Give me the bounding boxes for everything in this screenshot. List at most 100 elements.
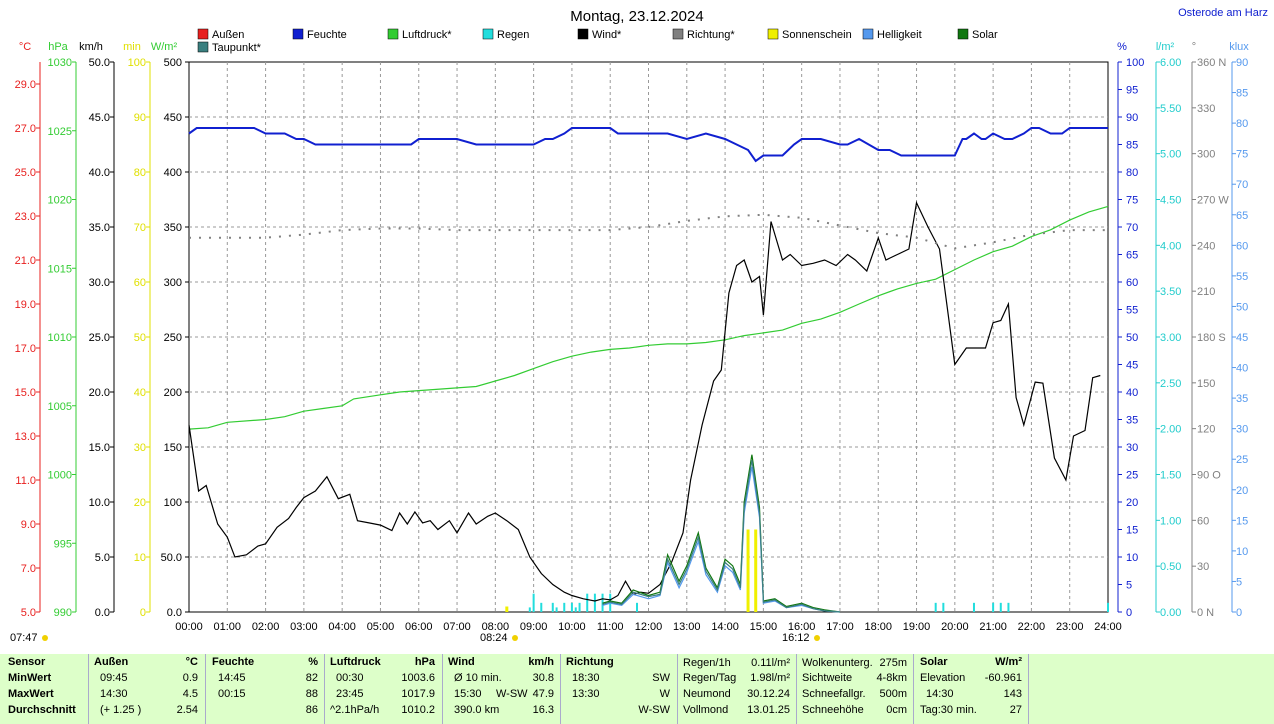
y-tick-label: 15.0: [15, 387, 36, 399]
y-tick-label: 1005: [48, 401, 72, 413]
y-tick-label: 5.00: [1160, 149, 1181, 161]
y-tick-label: 40: [1236, 363, 1248, 375]
y-tick-label: 40: [134, 387, 146, 399]
bar-sonnenschein: [505, 606, 509, 612]
axis-unit: °C: [19, 41, 31, 53]
y-tick-label: 300: [164, 277, 182, 289]
y-tick-label: 70: [1126, 222, 1138, 234]
y-tick-label: 3.00: [1160, 332, 1181, 344]
y-tick-label: 60: [1126, 277, 1138, 289]
axis-unit: °: [1192, 41, 1196, 53]
legend-label: Luftdruck*: [402, 29, 452, 41]
weather-chart: Montag, 23.12.2024 Osterode am Harz AußenT…: [10, 7, 1268, 644]
y-tick-label: 1030: [48, 57, 72, 69]
y-tick-label: 0: [140, 607, 146, 619]
y-tick-label: 19.0: [15, 299, 36, 311]
stats-dir: W-SW: [496, 688, 528, 700]
stats-label: Elevation: [920, 672, 966, 684]
stats-value: 500m: [879, 688, 907, 700]
y-tick-label: 10: [134, 552, 146, 564]
y-tick-label: 50: [1126, 332, 1138, 344]
x-tick-label: 11:00: [597, 621, 624, 633]
y-tick-label: 80: [1236, 118, 1248, 130]
stats-sensor-col: Sensor MinWert MaxWert Durchschnitt: [8, 654, 78, 718]
stats-time: 390.0 km: [454, 704, 500, 716]
legend-label: Taupunkt*: [212, 42, 262, 54]
legend-label: Regen: [497, 29, 529, 41]
stats-time: 13:30: [572, 688, 600, 700]
y-tick-label: 5.0: [21, 607, 36, 619]
bar-regen: [999, 602, 1002, 612]
stats-solar-col: Solar W/m² Elevation -60.961 14:30 143 Tag:…: [920, 654, 1022, 718]
stats-unit: km/h: [528, 656, 554, 668]
y-tick-label: 20: [1236, 485, 1248, 497]
stats-value: 1010.2: [401, 704, 435, 716]
y-tick-label: 360 N: [1197, 57, 1226, 69]
y-tick-label: 75: [1126, 195, 1138, 207]
y-tick-label: 70: [134, 222, 146, 234]
stats-value: 47.9: [532, 688, 554, 700]
stats-value: -60.961: [984, 672, 1022, 684]
stats-wolken-col: Wolkenunterg. 275m Sichtweite 4-8km Schnee…: [802, 654, 907, 718]
series-richtung: [189, 213, 1108, 250]
legend-label: Sonnenschein: [782, 29, 852, 41]
legend-swatch: [957, 28, 969, 40]
y-tick-label: 60: [1197, 515, 1209, 527]
legend-label: Feuchte: [307, 29, 347, 41]
bar-sonnenschein: [754, 529, 758, 612]
y-tick-label: 15: [1236, 515, 1248, 527]
stats-label: 14:30: [926, 688, 954, 700]
x-tick-label: 21:00: [979, 621, 1007, 633]
y-tick-label: 4.00: [1160, 240, 1181, 252]
stats-header: Solar: [920, 656, 948, 668]
y-tick-label: 20: [134, 497, 146, 509]
y-tick-label: 65: [1126, 250, 1138, 262]
y-tick-label: 1000: [48, 470, 72, 482]
axis-unit: %: [1117, 41, 1127, 53]
stats-row-label: MaxWert: [8, 688, 54, 700]
y-tick-label: 7.0: [21, 563, 36, 575]
y-tick-label: 100: [164, 497, 182, 509]
y-tick-label: 5.50: [1160, 103, 1181, 115]
y-tick-label: 500: [164, 57, 182, 69]
x-tick-label: 05:00: [367, 621, 395, 633]
bar-regen: [570, 602, 573, 612]
x-tick-label: 16:00: [788, 621, 816, 633]
y-tick-label: 55: [1236, 271, 1248, 283]
y-tick-label: 10: [1236, 546, 1248, 558]
stats-value: W: [659, 688, 670, 700]
bar-regen: [934, 602, 937, 612]
y-tick-label: 6.00: [1160, 57, 1181, 69]
x-tick-label: 19:00: [903, 621, 931, 633]
stats-value: SW: [652, 672, 670, 684]
legend-label: Außen: [212, 29, 244, 41]
stats-value: 1003.6: [401, 672, 435, 684]
y-tick-label: 27.0: [15, 123, 36, 135]
y-tick-label: 90 O: [1197, 470, 1221, 482]
axis-unit: min: [123, 41, 141, 53]
bar-regen: [563, 602, 566, 612]
y-tick-label: 10.0: [89, 497, 110, 509]
y-tick-label: 29.0: [15, 79, 36, 91]
bar-regen: [593, 593, 596, 612]
stats-value: 275m: [879, 657, 907, 669]
y-tick-label: 30: [1197, 561, 1209, 573]
stats-value: 0.9: [182, 672, 198, 684]
stats-row-label: Durchschnitt: [8, 704, 76, 716]
x-tick-label: 18:00: [864, 621, 892, 633]
stats-header: Außen: [94, 656, 129, 668]
stats-richtung-col: Richtung 18:30 SW 13:30 W W-SW: [566, 654, 670, 718]
stats-value: 82: [305, 672, 318, 684]
y-tick-label: 21.0: [15, 255, 36, 267]
stats-time: 00:15: [218, 688, 246, 700]
sun-icon: [512, 635, 518, 641]
y-tick-label: 60: [1236, 240, 1248, 252]
y-tick-label: 1025: [48, 126, 72, 138]
y-tick-label: 0 N: [1197, 607, 1214, 619]
y-tick-label: 400: [164, 167, 182, 179]
stats-label: Neumond: [683, 688, 731, 700]
y-tick-label: 150: [164, 442, 182, 454]
stats-value: 0.11l/m²: [751, 657, 790, 669]
x-tick-label: 10:00: [558, 621, 586, 633]
stats-row-label: MinWert: [8, 672, 52, 684]
